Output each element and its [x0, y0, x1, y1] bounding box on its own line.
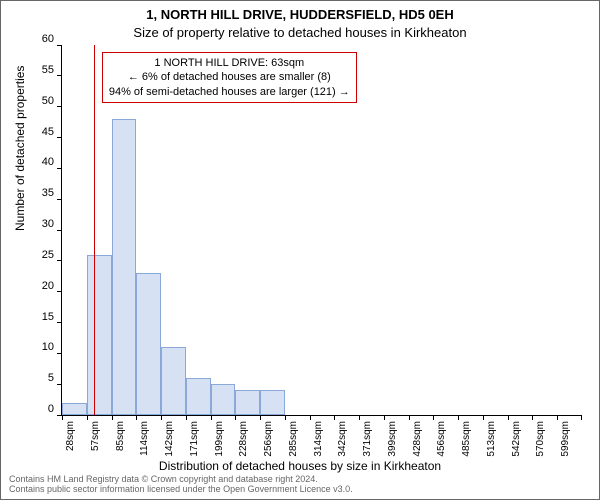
ytick-label: 25: [42, 249, 54, 261]
annotation-line1: 1 NORTH HILL DRIVE: 63sqm: [109, 56, 350, 70]
ytick: [57, 106, 62, 107]
xtick-label: 342sqm: [337, 421, 348, 457]
ytick-label: 60: [42, 33, 54, 45]
page-title-line1: 1, NORTH HILL DRIVE, HUDDERSFIELD, HD5 0…: [1, 7, 599, 22]
xtick-label: 142sqm: [164, 421, 175, 457]
xtick: [112, 415, 113, 420]
xtick: [334, 415, 335, 420]
xtick: [433, 415, 434, 420]
ytick-label: 0: [48, 403, 54, 415]
xtick: [285, 415, 286, 420]
xtick: [384, 415, 385, 420]
histogram-bar: [87, 255, 112, 415]
ytick-label: 30: [42, 218, 54, 230]
xtick: [458, 415, 459, 420]
xtick-label: 57sqm: [90, 421, 101, 451]
xtick: [557, 415, 558, 420]
xtick-label: 28sqm: [65, 421, 76, 451]
marker-line: [94, 45, 95, 415]
xtick: [161, 415, 162, 420]
annotation-box: 1 NORTH HILL DRIVE: 63sqm ← 6% of detach…: [102, 52, 357, 103]
xtick: [186, 415, 187, 420]
xtick: [235, 415, 236, 420]
xtick-label: 285sqm: [288, 421, 299, 457]
xtick: [581, 415, 582, 420]
xtick-label: 371sqm: [362, 421, 373, 457]
ytick-label: 20: [42, 280, 54, 292]
ytick-label: 10: [42, 341, 54, 353]
xtick-label: 114sqm: [139, 421, 150, 456]
ytick: [57, 230, 62, 231]
histogram-bar: [161, 347, 186, 415]
xtick: [532, 415, 533, 420]
xtick-label: 256sqm: [263, 421, 274, 457]
annotation-line3: 94% of semi-detached houses are larger (…: [109, 85, 350, 99]
xtick: [87, 415, 88, 420]
attribution-text: Contains HM Land Registry data © Crown c…: [9, 475, 353, 495]
ytick: [57, 137, 62, 138]
xtick-label: 513sqm: [486, 421, 497, 457]
ytick-label: 35: [42, 187, 54, 199]
ytick: [57, 168, 62, 169]
xtick-label: 485sqm: [461, 421, 472, 457]
y-axis-label: Number of detached properties: [13, 66, 27, 231]
ytick: [57, 322, 62, 323]
xtick-label: 314sqm: [313, 421, 324, 457]
xtick-label: 599sqm: [560, 421, 571, 457]
histogram-bar: [112, 119, 137, 415]
xtick-label: 85sqm: [115, 421, 126, 451]
ytick-label: 50: [42, 95, 54, 107]
ytick: [57, 384, 62, 385]
ytick: [57, 45, 62, 46]
xtick-label: 456sqm: [436, 421, 447, 457]
xtick: [483, 415, 484, 420]
histogram-bar: [211, 384, 236, 415]
ytick-label: 55: [42, 64, 54, 76]
xtick-label: 542sqm: [511, 421, 522, 457]
ytick: [57, 75, 62, 76]
chart-container: 1, NORTH HILL DRIVE, HUDDERSFIELD, HD5 0…: [0, 0, 600, 500]
xtick: [409, 415, 410, 420]
ytick: [57, 199, 62, 200]
ytick: [57, 353, 62, 354]
xtick: [62, 415, 63, 420]
xtick-label: 199sqm: [214, 421, 225, 457]
xtick-label: 570sqm: [535, 421, 546, 457]
attribution-line2: Contains public sector information licen…: [9, 485, 353, 495]
x-axis-label: Distribution of detached houses by size …: [1, 459, 599, 473]
plot-area: 1 NORTH HILL DRIVE: 63sqm ← 6% of detach…: [61, 46, 581, 416]
histogram-bar: [235, 390, 260, 415]
histogram-bar: [62, 403, 87, 415]
xtick-label: 171sqm: [189, 421, 200, 457]
ytick: [57, 291, 62, 292]
xtick-label: 228sqm: [238, 421, 249, 457]
xtick: [310, 415, 311, 420]
xtick: [359, 415, 360, 420]
ytick: [57, 260, 62, 261]
ytick-label: 45: [42, 126, 54, 138]
ytick-label: 5: [48, 372, 54, 384]
xtick-label: 428sqm: [412, 421, 423, 457]
xtick-label: 399sqm: [387, 421, 398, 457]
xtick: [211, 415, 212, 420]
ytick-label: 15: [42, 311, 54, 323]
xtick: [136, 415, 137, 420]
histogram-bar: [136, 273, 161, 415]
histogram-bar: [260, 390, 285, 415]
xtick: [260, 415, 261, 420]
histogram-bar: [186, 378, 211, 415]
xtick: [508, 415, 509, 420]
page-title-line2: Size of property relative to detached ho…: [1, 25, 599, 40]
annotation-line2: ← 6% of detached houses are smaller (8): [109, 70, 350, 84]
ytick-label: 40: [42, 156, 54, 168]
